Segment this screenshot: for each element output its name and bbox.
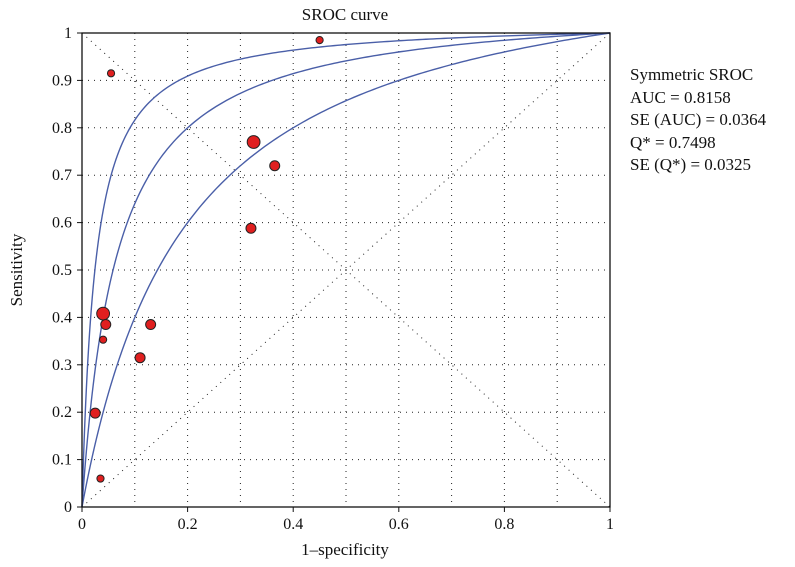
study-point	[269, 160, 281, 172]
y-tick-label: 0.3	[52, 357, 72, 374]
stats-auc: AUC = 0.8158	[630, 87, 731, 107]
x-tick-label: 0.4	[283, 516, 303, 533]
antidiagonal-reference-line	[81, 32, 611, 508]
x-axis-label: 1–specificity	[301, 540, 389, 559]
study-point	[246, 135, 261, 149]
y-tick-label: 0.4	[52, 309, 72, 326]
stats-q-star: Q* = 0.7498	[630, 132, 716, 152]
y-tick-label: 1	[64, 25, 72, 42]
y-tick-label: 0	[64, 499, 72, 516]
y-tick-label: 0.1	[52, 452, 72, 469]
x-tick-label: 0	[78, 516, 86, 533]
sroc-curve-2	[81, 32, 611, 508]
study-point	[315, 36, 324, 45]
reference-lines	[81, 32, 611, 508]
sroc-curve-1	[81, 32, 611, 508]
study-point	[100, 319, 112, 331]
study-point	[96, 306, 111, 321]
axes	[77, 32, 611, 512]
study-point	[245, 222, 257, 234]
study-point	[106, 69, 116, 78]
y-tick-label: 0.8	[52, 120, 72, 137]
sroc-curves	[81, 32, 611, 508]
chart-title: SROC curve	[302, 5, 388, 24]
study-point	[99, 335, 108, 344]
y-tick-label: 0.5	[52, 262, 72, 279]
study-point	[134, 352, 146, 364]
study-points	[89, 36, 324, 483]
stats-se-q-star: SE (Q*) = 0.0325	[630, 155, 752, 174]
y-tick-label: 0.7	[52, 167, 72, 184]
stats-se-auc: SE (AUC) = 0.0364	[630, 110, 767, 129]
x-tick-label: 0.6	[389, 516, 409, 533]
x-tick-label: 0.8	[494, 516, 514, 533]
sroc-curve-3	[81, 32, 611, 508]
study-point	[96, 474, 105, 483]
y-tick-label: 0.2	[52, 404, 72, 421]
tick-labels: 0 0.2 0.4 0.6 0.8 1 0 0.1 0.2 0.3 0.4 0.5 0.6 0.7 0.8 0…	[52, 25, 614, 533]
study-point	[89, 407, 101, 419]
y-tick-label: 0.9	[52, 72, 72, 89]
x-tick-label: 0.2	[178, 516, 198, 533]
y-axis-label: Sensitivity	[7, 233, 26, 306]
sroc-statistics: Symmetric SROC AUC = 0.8158 SE (AUC) = 0…	[630, 64, 766, 177]
x-tick-label: 1	[606, 516, 614, 533]
y-tick-label: 0.6	[52, 215, 72, 232]
stats-model-label: Symmetric SROC	[630, 65, 754, 84]
study-point	[145, 319, 157, 331]
